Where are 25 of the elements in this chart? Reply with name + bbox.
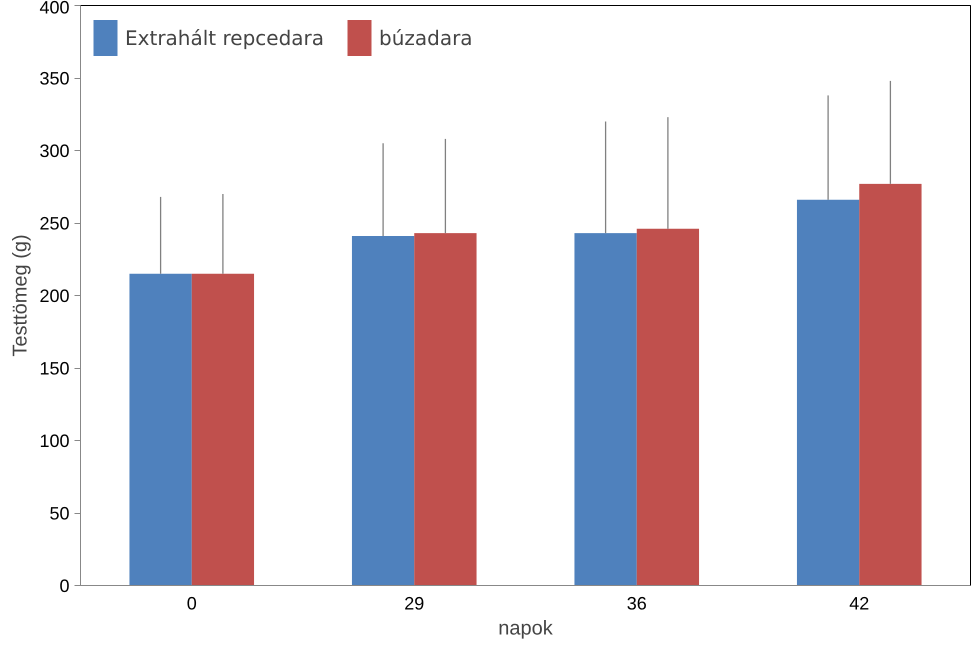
bar — [129, 274, 192, 586]
bar — [414, 233, 477, 586]
x-axis-title: napok — [498, 618, 554, 640]
legend-label: Extrahált repcedara — [125, 26, 324, 50]
y-tick-label: 150 — [39, 358, 70, 378]
bar — [574, 233, 637, 586]
x-tick-label: 0 — [186, 594, 197, 614]
legend-label: búzadara — [379, 26, 473, 50]
x-tick-label: 29 — [404, 594, 424, 614]
bar — [352, 236, 414, 586]
y-tick-label: 0 — [59, 576, 70, 596]
bar — [192, 274, 254, 586]
y-axis-title: Testtömeg (g) — [9, 234, 32, 357]
y-tick-label: 300 — [39, 141, 70, 161]
x-tick-label: 42 — [849, 594, 870, 614]
y-tick-label: 200 — [39, 286, 70, 306]
y-tick-label: 250 — [39, 214, 70, 234]
bar — [636, 228, 700, 586]
y-tick-label: 100 — [39, 431, 70, 451]
bar — [859, 184, 922, 586]
bar — [796, 200, 860, 586]
y-tick-label: 350 — [39, 68, 70, 88]
y-tick-label: 400 — [39, 0, 70, 18]
x-tick-label: 36 — [626, 594, 647, 614]
y-tick-label: 50 — [49, 504, 70, 524]
